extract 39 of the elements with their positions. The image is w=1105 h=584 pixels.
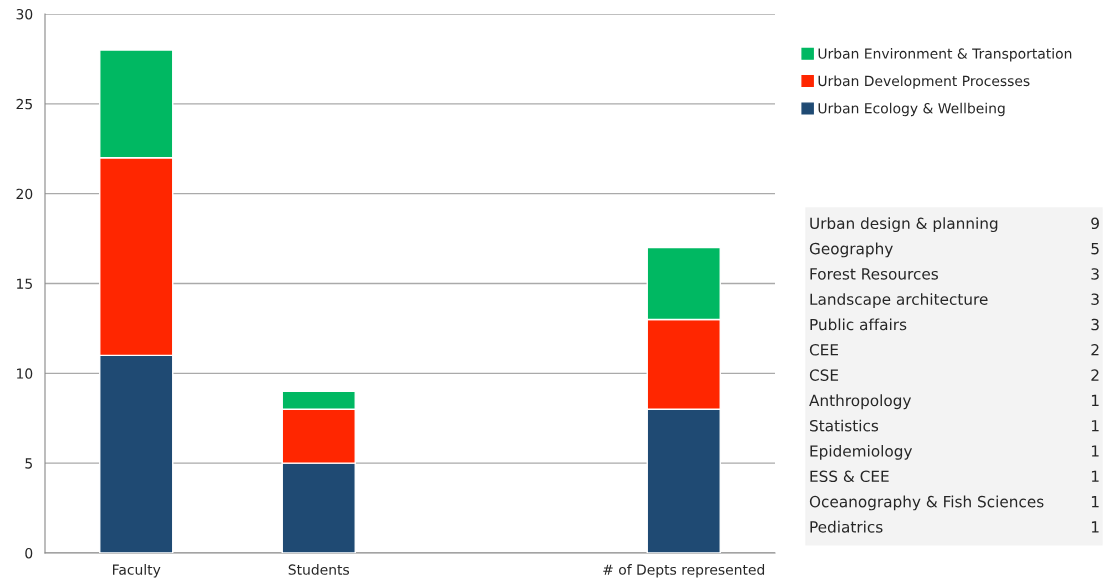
text: 3 [1091, 293, 1099, 305]
legend-label: Urban Development Processes [818, 75, 1030, 89]
text: 1 [1091, 496, 1099, 508]
text: 1 [1091, 420, 1099, 432]
text: 3 [1091, 318, 1099, 331]
text: Epidemiology [810, 444, 913, 460]
text: CEE [809, 344, 838, 356]
x-tick-label: Faculty [113, 564, 161, 578]
y-tick-label: 20 [16, 188, 33, 200]
text: Anthropology [809, 394, 912, 410]
text: Forest Resources [810, 268, 938, 280]
text: Public affairs [810, 318, 907, 331]
text: 2 [1091, 344, 1099, 356]
y-tick-label: 0 [25, 547, 33, 559]
y-tick-label: 30 [16, 8, 33, 20]
legend-label: Urban Ecology & Wellbeing [818, 102, 1005, 117]
text: CSE [809, 369, 839, 381]
text: ESS & CEE [810, 470, 889, 483]
text: 1 [1091, 470, 1099, 482]
x-tick-label: Students [288, 564, 350, 575]
text: Statistics [810, 419, 879, 432]
text: 9 [1091, 217, 1099, 230]
text: 1 [1091, 394, 1099, 406]
legend-label: Urban Environment & Transportation [818, 48, 1072, 62]
text: 2 [1091, 369, 1099, 381]
text: Pediatrics [810, 520, 883, 533]
text: Geography [809, 242, 893, 258]
text: 1 [1091, 445, 1099, 457]
text: 3 [1091, 268, 1099, 280]
text: 5 [1091, 243, 1099, 255]
y-tick-label: 25 [16, 98, 32, 110]
y-tick-label: 5 [25, 458, 32, 469]
text: Landscape architecture [810, 293, 988, 308]
y-tick-label: 15 [17, 278, 32, 289]
x-tick-label: # of Depts represented [603, 564, 765, 578]
y-tick-label: 10 [17, 368, 33, 379]
text: Urban design & planning [810, 217, 998, 233]
text: Oceanography & Fish Sciences [809, 495, 1044, 511]
text: 1 [1091, 521, 1099, 533]
